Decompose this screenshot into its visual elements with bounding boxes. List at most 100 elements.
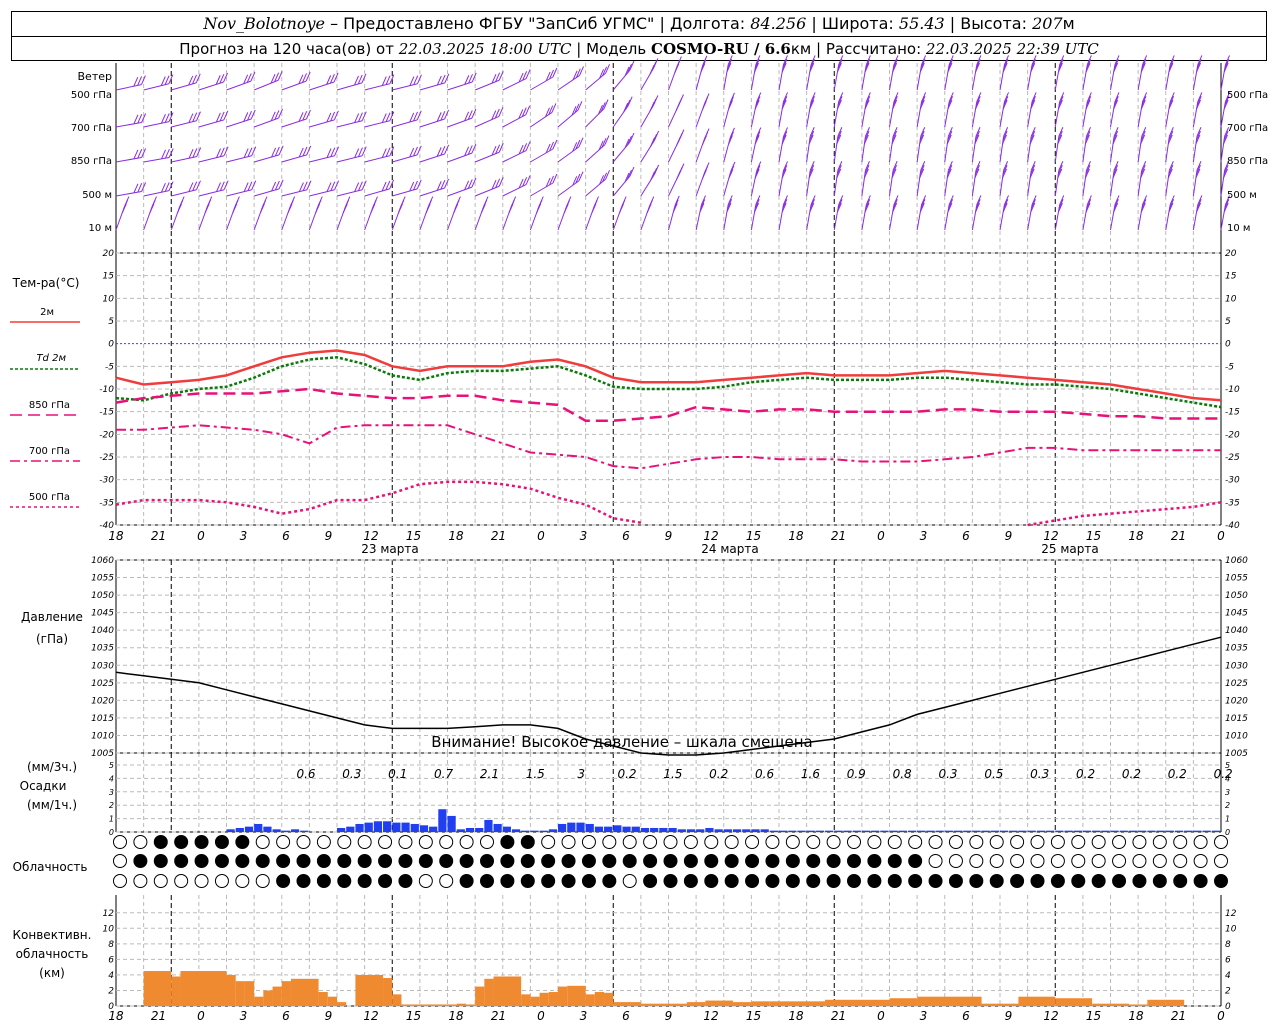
cloud-cover-symbol	[1091, 835, 1106, 849]
x-tick-label: 21	[831, 1009, 846, 1023]
pressure-tick-right: 1025	[1225, 679, 1248, 689]
cloud-cover-symbol	[1152, 835, 1167, 849]
cloud-cover-symbol	[602, 835, 617, 849]
precip-bar	[779, 830, 788, 832]
cloud-cover-symbol	[1091, 854, 1106, 868]
x-tick-label: 6	[962, 529, 970, 543]
x-tick-label: 18	[448, 529, 464, 543]
wind-barb	[861, 195, 871, 231]
wind-barb	[253, 179, 284, 197]
precip-title: Осадки	[20, 779, 67, 793]
precip-total-label: 0.2	[1076, 767, 1095, 781]
wind-barb	[1137, 195, 1148, 231]
precip-bar	[1101, 830, 1110, 832]
conv-tick-right: 4	[1225, 971, 1231, 981]
cloud-cover-symbol	[133, 835, 148, 849]
temp-panel-title: Тем-ра(°C)	[12, 276, 80, 290]
wind-barb	[833, 92, 844, 128]
wind-barb	[447, 108, 477, 128]
precip-total-label: 0.2	[1214, 767, 1233, 781]
cloud-cover-symbol	[1173, 835, 1188, 849]
precip-bar	[1147, 830, 1156, 832]
cloud-cover-symbol	[194, 874, 209, 888]
wind-barb	[392, 74, 422, 91]
wind-barb	[612, 166, 635, 197]
cloud-cover-symbol	[969, 835, 984, 849]
wind-barb	[612, 60, 635, 91]
cloud-cover-symbol	[480, 835, 494, 849]
pressure-tick-left: 1060	[91, 556, 114, 566]
wind-barb	[999, 195, 1009, 231]
pressure-tick-left: 1030	[91, 661, 114, 671]
precip-bar	[981, 830, 990, 832]
wind-barb	[253, 108, 284, 128]
wind-barb	[971, 92, 982, 128]
cloud-cover-symbol	[969, 874, 984, 888]
x-tick-label: 21	[1171, 1009, 1186, 1023]
wind-barb	[115, 182, 147, 197]
cloud-cover-symbol	[847, 835, 861, 849]
pressure-tick-right: 1060	[1225, 556, 1248, 566]
precip-bar	[364, 822, 373, 832]
cloud-cover-symbol	[1132, 854, 1147, 868]
precip-bar	[631, 826, 640, 832]
cloud-cover-symbol	[826, 854, 841, 868]
cloud-cover-symbol	[561, 874, 576, 888]
conv-bar	[521, 994, 531, 1006]
wind-barb	[530, 173, 558, 197]
wind-barb	[1054, 195, 1065, 231]
conv-bar	[640, 1003, 687, 1006]
wind-barb	[1165, 55, 1175, 91]
precip-bar	[668, 827, 677, 832]
conv-tick-right: 8	[1225, 940, 1231, 950]
cloud-cover-symbol	[1112, 854, 1127, 868]
cloud-cover-symbol	[316, 835, 331, 849]
temp-tick-right: -30	[1225, 476, 1240, 486]
cloud-cover-symbol	[1112, 835, 1127, 849]
pressure-tick-right: 1005	[1225, 749, 1248, 759]
x-tick-label: 15	[1086, 529, 1101, 543]
cloud-cover-symbol	[724, 874, 739, 888]
precip-bar	[1073, 830, 1082, 832]
cloud-cover-symbol	[357, 874, 372, 888]
precip-tick-left: 4	[109, 774, 114, 783]
pressure-tick-left: 1015	[91, 714, 114, 724]
cloud-cover-symbol	[418, 835, 433, 849]
wind-barb	[750, 127, 762, 163]
precip-bar	[861, 830, 871, 832]
pressure-tick-left: 1050	[91, 591, 114, 601]
wind-barb	[502, 196, 517, 231]
legend-t2m-label: 2м	[40, 307, 54, 318]
conv-bar	[686, 1002, 706, 1006]
precip-bar	[502, 826, 511, 832]
cloud-cover-symbol	[296, 874, 311, 888]
x-tick-label: 0	[197, 529, 205, 543]
conv-bar	[1055, 998, 1093, 1006]
wind-barb	[143, 196, 157, 231]
precip-total-label: 0.8	[893, 767, 912, 781]
x-tick-label: 15	[1086, 1009, 1101, 1023]
wind-barb	[916, 161, 926, 197]
x-tick-label: 18	[1128, 1009, 1144, 1023]
cloud-cover-symbol	[194, 835, 209, 849]
cloud-cover-symbol	[622, 835, 637, 849]
wind-barb	[557, 66, 585, 91]
x-tick-label: 18	[1128, 529, 1144, 543]
conv-bar	[604, 992, 614, 1006]
wind-barb	[392, 110, 422, 128]
cloud-cover-symbol	[276, 854, 291, 868]
cloud-cover-symbol	[1010, 854, 1025, 868]
x-tick-label: 3	[580, 1009, 588, 1023]
conv-bar	[567, 985, 586, 1006]
x-tick-label: 18	[108, 529, 124, 543]
pressure-tick-right: 1020	[1225, 696, 1248, 706]
wind-barb	[1027, 127, 1036, 163]
station-name: Nov_Bolotnoye	[203, 14, 325, 33]
temp-series-4	[115, 480, 1222, 527]
wind-barb	[1110, 195, 1120, 231]
cloud-cover-symbol	[663, 835, 678, 849]
cloud-cover-symbol	[398, 835, 413, 849]
cloud-cover-symbol	[520, 835, 535, 849]
cloud-cover-symbol	[378, 854, 393, 868]
cloud-cover-symbol	[418, 874, 433, 888]
